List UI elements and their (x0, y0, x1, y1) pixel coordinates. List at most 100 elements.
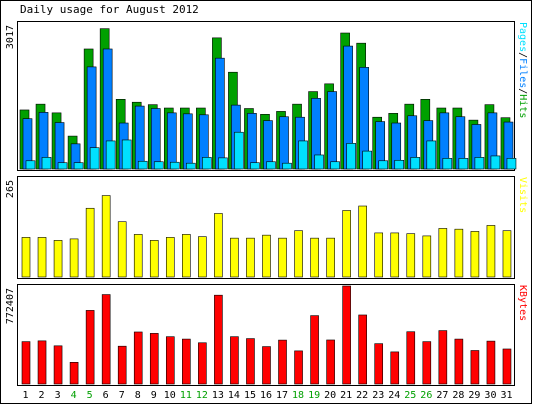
bar-pages-day-20 (330, 161, 340, 170)
bar-pages-day-4 (73, 162, 84, 170)
x-tick-label-day-1: 1 (23, 390, 29, 401)
bar-kbytes-day-3 (53, 345, 63, 385)
x-tick-label-day-7: 7 (119, 390, 125, 401)
x-tick-label-day-16: 16 (260, 390, 272, 401)
bar-kbytes-day-31 (502, 348, 512, 385)
legend-visits: Visits (517, 177, 528, 213)
bar-files-day-8 (134, 105, 145, 170)
x-tick-label-day-8: 8 (135, 390, 141, 401)
bar-visits-day-14 (230, 237, 239, 278)
bar-pages-day-5 (89, 147, 100, 170)
bar-kbytes-day-15 (246, 338, 255, 385)
bar-visits-day-20 (326, 237, 335, 278)
bar-visits-day-3 (53, 240, 63, 278)
bar-kbytes-day-4 (69, 362, 79, 385)
x-tick-label-day-12: 12 (196, 390, 208, 401)
bar-visits-day-8 (133, 234, 143, 278)
y-max-label-kbytes: 772407 (5, 288, 16, 324)
bar-kbytes-day-6 (101, 294, 111, 385)
bar-kbytes-day-22 (358, 314, 367, 385)
bar-pages-day-15 (250, 162, 260, 170)
bar-kbytes-day-29 (470, 350, 480, 385)
bar-visits-day-6 (101, 195, 111, 278)
bar-visits-day-22 (358, 205, 367, 278)
x-tick-label-day-14: 14 (228, 390, 240, 401)
x-tick-label-day-27: 27 (436, 390, 448, 401)
bar-kbytes-day-11 (182, 338, 191, 385)
bar-visits-day-31 (502, 230, 512, 278)
bar-visits-day-2 (37, 237, 47, 278)
legend-entry-hits-files-pages-1: / (517, 52, 528, 58)
bar-kbytes-day-18 (294, 350, 303, 385)
bar-pages-day-10 (169, 161, 180, 170)
bar-kbytes-day-8 (133, 331, 143, 385)
bar-pages-day-25 (410, 157, 421, 170)
bar-pages-day-9 (153, 161, 164, 170)
legend-entry-hits-files-pages-0: Pages (517, 22, 528, 52)
bar-pages-day-29 (474, 157, 485, 170)
x-tick-label-day-5: 5 (87, 390, 93, 401)
x-tick-label-day-22: 22 (356, 390, 368, 401)
bar-visits-day-1 (21, 237, 31, 278)
bar-visits-day-13 (214, 213, 223, 278)
bar-kbytes-day-20 (326, 339, 335, 385)
x-tick-label-day-10: 10 (164, 390, 176, 401)
bar-kbytes-day-23 (374, 343, 384, 385)
bar-visits-day-27 (438, 228, 448, 278)
bar-pages-day-3 (57, 162, 68, 170)
legend-entry-kbytes-0: KBytes (517, 285, 528, 321)
x-tick-label-day-20: 20 (324, 390, 336, 401)
x-tick-label-day-17: 17 (276, 390, 288, 401)
bar-kbytes-day-26 (422, 341, 432, 385)
bar-files-day-17 (279, 116, 289, 170)
bar-visits-day-17 (278, 237, 287, 278)
bar-kbytes-day-16 (262, 346, 271, 385)
x-tick-label-day-18: 18 (292, 390, 304, 401)
bar-pages-day-28 (458, 158, 469, 170)
bar-pages-day-16 (266, 161, 276, 170)
bar-kbytes-day-21 (342, 285, 351, 385)
bar-visits-day-12 (198, 236, 207, 278)
y-max-label-visits: 265 (5, 180, 16, 198)
bar-pages-day-14 (234, 131, 244, 170)
bar-visits-day-30 (486, 225, 496, 278)
bar-visits-day-15 (246, 237, 255, 278)
chart-title: Daily usage for August 2012 (20, 3, 199, 16)
bar-visits-day-26 (422, 235, 432, 278)
bar-kbytes-day-7 (117, 345, 127, 385)
bar-visits-day-28 (454, 228, 464, 278)
x-tick-label-day-4: 4 (71, 390, 77, 401)
bar-kbytes-day-1 (21, 341, 31, 385)
bar-pages-day-18 (298, 140, 308, 170)
legend-entry-hits-files-pages-4: Hits (517, 94, 528, 118)
bar-pages-day-8 (137, 160, 148, 170)
x-tick-label-day-26: 26 (420, 390, 432, 401)
bar-visits-day-11 (182, 234, 191, 278)
bar-files-day-3 (54, 122, 65, 170)
bar-pages-day-22 (362, 150, 372, 170)
bar-kbytes-day-24 (390, 351, 400, 385)
x-tick-label-day-24: 24 (388, 390, 400, 401)
bar-kbytes-day-27 (438, 330, 448, 385)
bar-files-day-13 (215, 57, 225, 170)
bar-files-day-10 (166, 112, 177, 170)
bar-kbytes-day-19 (310, 315, 319, 385)
bar-kbytes-day-25 (406, 331, 416, 385)
x-tick-label-day-6: 6 (103, 390, 109, 401)
bar-pages-day-19 (314, 154, 324, 170)
bar-pages-day-31 (506, 158, 517, 170)
bar-files-day-11 (183, 113, 193, 170)
bar-pages-day-17 (282, 162, 292, 170)
x-tick-label-day-9: 9 (151, 390, 157, 401)
bar-kbytes-day-13 (214, 294, 223, 385)
bar-kbytes-day-28 (454, 338, 464, 385)
bar-pages-day-27 (442, 158, 453, 170)
bar-files-day-20 (327, 91, 337, 170)
bar-pages-day-6 (105, 140, 116, 170)
x-tick-label-day-11: 11 (180, 390, 192, 401)
legend-entry-hits-files-pages-2: Files (517, 58, 528, 88)
bar-kbytes-day-5 (85, 310, 95, 385)
bar-visits-day-29 (470, 231, 480, 278)
bar-visits-day-16 (262, 234, 271, 278)
